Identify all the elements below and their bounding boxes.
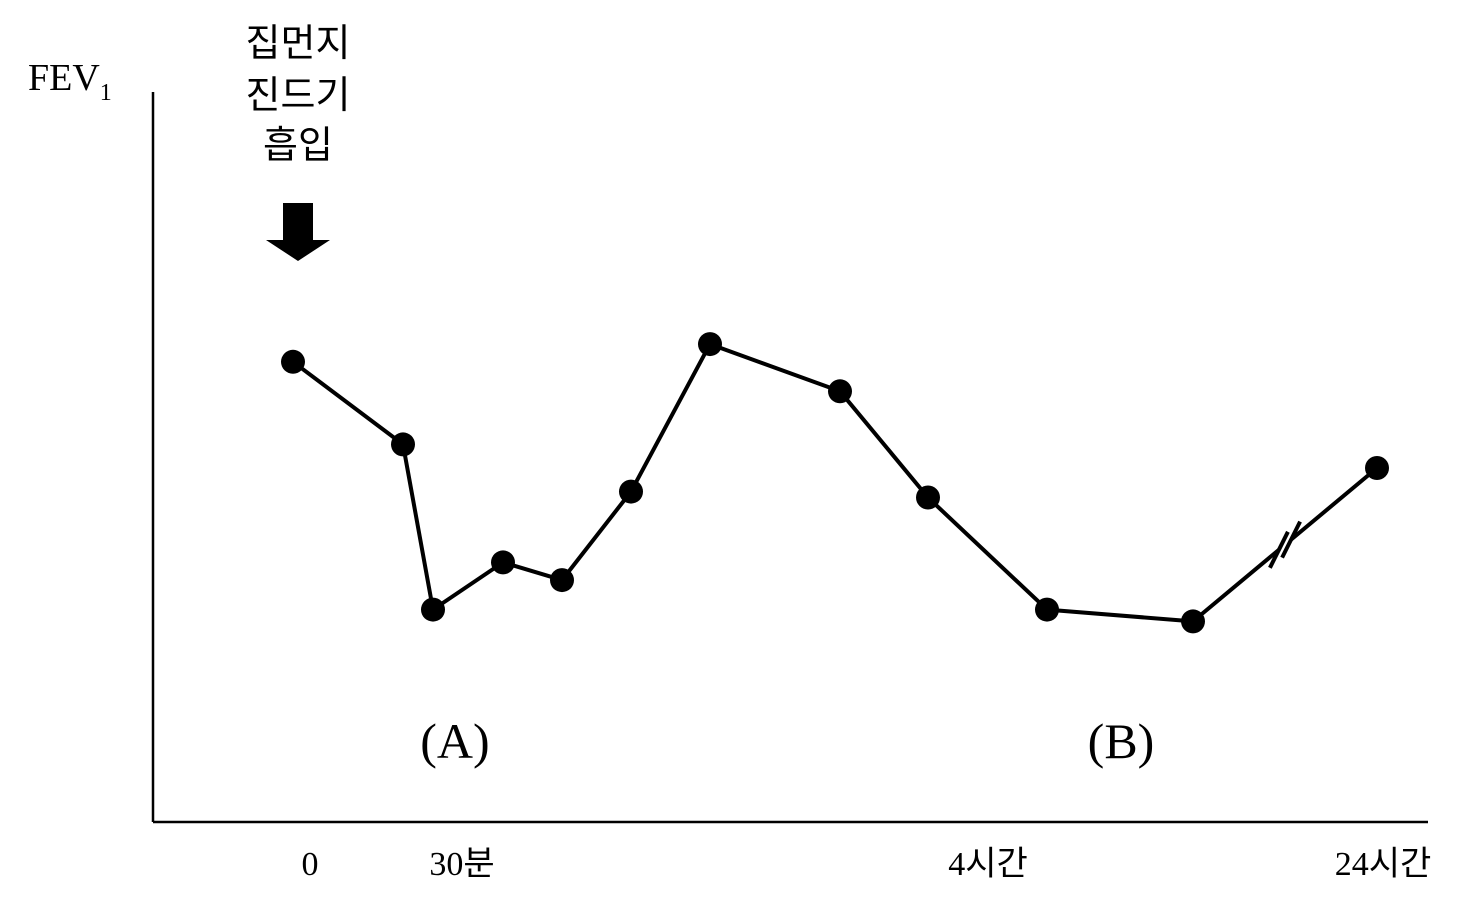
series-layer	[281, 332, 1389, 634]
phase-label-b: (B)	[1088, 713, 1155, 769]
x-tick-label: 4시간	[948, 846, 1028, 883]
data-point	[550, 568, 574, 593]
inhalation-annotation: 집먼지 진드기 흡입	[246, 21, 351, 261]
data-point	[491, 550, 515, 575]
axis-break-marker	[1268, 520, 1302, 569]
data-point	[421, 597, 445, 622]
data-point	[281, 349, 305, 374]
x-tick-label: 0	[302, 846, 319, 883]
annotation-line-1: 집먼지	[246, 21, 351, 65]
x-tick-label: 30분	[429, 846, 494, 883]
data-point	[828, 379, 852, 404]
data-point	[1035, 597, 1059, 622]
annotation-line-2: 진드기	[246, 73, 351, 117]
data-point	[619, 479, 643, 504]
break-slash	[1280, 520, 1302, 559]
data-point	[1181, 609, 1205, 634]
data-point	[391, 432, 415, 457]
y-axis-label: FEV1	[28, 57, 112, 106]
phase-label-a: (A)	[420, 713, 489, 769]
annotation-line-3: 흡입	[263, 123, 333, 167]
data-point	[698, 332, 722, 357]
data-point	[916, 485, 940, 510]
break-slash	[1268, 530, 1290, 569]
data-point	[1365, 456, 1389, 480]
x-tick-label: 24시간	[1335, 846, 1432, 883]
down-arrow-icon	[266, 203, 330, 261]
fev1-line	[291, 342, 1379, 624]
